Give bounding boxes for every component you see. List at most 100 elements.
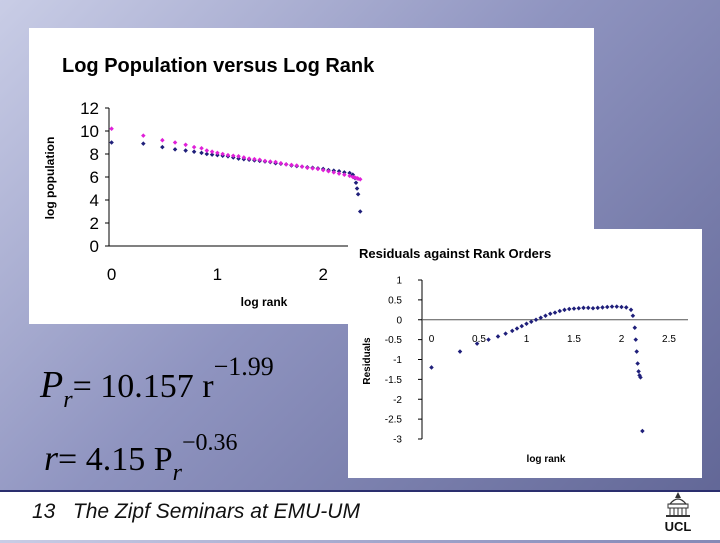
chart1-series1-point bbox=[230, 153, 236, 158]
chart1-y-tick-label: 2 bbox=[90, 214, 99, 233]
chart2-x-tick-label: 2 bbox=[619, 334, 625, 345]
chart2-series0-point bbox=[576, 305, 582, 311]
eq2-rhs-sub: r bbox=[172, 460, 182, 486]
chart2-series0-point bbox=[633, 337, 639, 342]
chart1-series1-point bbox=[204, 148, 210, 153]
chart2-series0-point bbox=[640, 428, 645, 434]
chart1-series1-point bbox=[183, 142, 188, 148]
chart2-series0-point bbox=[514, 326, 520, 331]
chart2-x-tick-label: 1.5 bbox=[567, 334, 581, 345]
chart2-series0-point bbox=[571, 306, 577, 311]
chart2-y-tick-label: -2.5 bbox=[385, 415, 403, 426]
chart1-series1-point bbox=[199, 145, 204, 151]
chart1-series1-point bbox=[283, 162, 289, 167]
chart1-series0-point bbox=[183, 148, 188, 153]
chart2-series0-point bbox=[495, 334, 501, 339]
chart1-series1-point bbox=[310, 166, 315, 171]
chart1-series1-point bbox=[262, 158, 268, 164]
chart2-series0-point bbox=[503, 331, 508, 336]
chart2-y-tick-label: 1 bbox=[396, 276, 402, 287]
chart1-series1-point bbox=[289, 162, 294, 168]
chart1-y-tick-label: 4 bbox=[90, 191, 99, 210]
chart2-series0-point bbox=[581, 305, 586, 311]
chart1-series1-point bbox=[336, 171, 342, 176]
chart2-y-tick-label: -1 bbox=[393, 355, 402, 366]
svg-text:UCL: UCL bbox=[665, 519, 692, 534]
chart1-series1-point bbox=[268, 159, 273, 164]
chart1-series0-point bbox=[342, 170, 347, 175]
chart1-title: Log Population versus Log Rank bbox=[62, 55, 375, 77]
chart2-series0-point bbox=[630, 313, 636, 319]
equation-rank: r= 4.15 Pr −0.36 bbox=[44, 430, 238, 487]
chart2-series0-point bbox=[528, 319, 534, 325]
chart2-x-tick-label: 2.5 bbox=[662, 334, 676, 345]
chart1-series1-point bbox=[299, 164, 305, 169]
chart2-y-tick-label: -3 bbox=[393, 435, 402, 446]
chart1-series1-point bbox=[315, 166, 321, 172]
chart1-series1-point bbox=[141, 133, 146, 138]
chart2-series0-point bbox=[634, 349, 639, 354]
chart2-y-tick-label: 0.5 bbox=[388, 295, 402, 306]
chart1-series1-point bbox=[209, 149, 215, 154]
chart1-x-tick-label: 2 bbox=[318, 265, 327, 284]
chart2-series0-point bbox=[543, 313, 548, 319]
chart-residuals-panel: Residuals against Rank Orders 1 0.5 0 -0.5 -… bbox=[348, 229, 702, 478]
chart1-series1-point bbox=[236, 154, 241, 159]
chart1-y-tick-label: 6 bbox=[90, 168, 99, 187]
chart2-y-tick-label: 0 bbox=[396, 315, 402, 326]
chart1-series0-point bbox=[354, 186, 360, 191]
eq2-exp: −0.36 bbox=[181, 430, 238, 456]
chart2-series0-point bbox=[533, 317, 539, 323]
chart2-series0-point bbox=[590, 305, 596, 311]
chart1-series1-point bbox=[342, 172, 347, 177]
chart2-series0-point bbox=[600, 305, 605, 310]
chart1-y-tick-label: 10 bbox=[80, 122, 99, 141]
chart2-x-tick-label: 0 bbox=[429, 334, 435, 345]
chart2-y-tick-label: -2 bbox=[393, 395, 402, 406]
eq2-rhs: = 4.15 P bbox=[58, 441, 173, 478]
chart2-plot: 1 0.5 0 -0.5 -1 -1.5 -2 -2.5 -3 0 0.5 1 1.5 2 2.5 log r… bbox=[362, 276, 688, 465]
chart1-series0-point bbox=[353, 180, 359, 186]
chart1-x-tick-label: 1 bbox=[213, 265, 222, 284]
chart2-series0-point bbox=[614, 304, 620, 309]
chart2-series0-point bbox=[635, 361, 640, 366]
chart1-series1-point bbox=[331, 170, 337, 175]
chart1-x-label: log rank bbox=[241, 295, 288, 309]
chart2-series0-point bbox=[619, 304, 624, 310]
chart2-y-label: Residuals bbox=[362, 337, 373, 385]
chart2-series0-point bbox=[429, 365, 434, 370]
eq1-lhs-sub: r bbox=[63, 387, 73, 413]
footer: 13 The Zipf Seminars at EMU-UM bbox=[32, 500, 360, 524]
chart-log-population-panel: Log Population versus Log Rank 0 2 4 6 8 10 12… bbox=[29, 28, 594, 324]
chart1-series0-point bbox=[215, 152, 220, 158]
chart1-x-tick-label: 0 bbox=[107, 265, 116, 284]
chart1-series0-point bbox=[204, 151, 210, 157]
chart2-series0-point bbox=[636, 369, 641, 374]
chart2-y-tick-label: -1.5 bbox=[385, 375, 403, 386]
chart2-y-tick-label: -0.5 bbox=[385, 335, 403, 346]
footer-bar bbox=[0, 490, 720, 540]
chart1-series0-point bbox=[199, 150, 204, 156]
chart1-series0-point bbox=[209, 152, 215, 157]
chart2-title: Residuals against Rank Orders bbox=[359, 246, 552, 261]
chart2-series0-point bbox=[562, 307, 567, 313]
chart1-series1-point bbox=[241, 155, 247, 160]
chart1-series1-point bbox=[305, 165, 310, 171]
chart1-series0-point bbox=[160, 144, 165, 150]
chart1-y-label: log population bbox=[43, 137, 57, 220]
chart2-x-tick-label: 0.5 bbox=[472, 334, 486, 345]
chart1-series1-point bbox=[109, 126, 114, 131]
chart2-x-label: log rank bbox=[527, 454, 566, 465]
chart1-series0-point bbox=[355, 191, 361, 197]
chart1-series1-point bbox=[294, 163, 300, 168]
chart1-series1-point bbox=[220, 151, 225, 157]
eq2-lhs: r bbox=[44, 438, 59, 478]
chart1-series1-point bbox=[172, 140, 178, 145]
chart1-series1-point bbox=[326, 168, 331, 174]
chart2-x-tick-label: 1 bbox=[524, 334, 530, 345]
chart2-series0-point bbox=[557, 308, 563, 314]
eq1-exp: −1.99 bbox=[213, 352, 274, 381]
chart2-series0-point bbox=[566, 306, 572, 312]
chart1-y-tick-label: 0 bbox=[90, 237, 99, 256]
chart2-series0-point bbox=[585, 305, 591, 311]
